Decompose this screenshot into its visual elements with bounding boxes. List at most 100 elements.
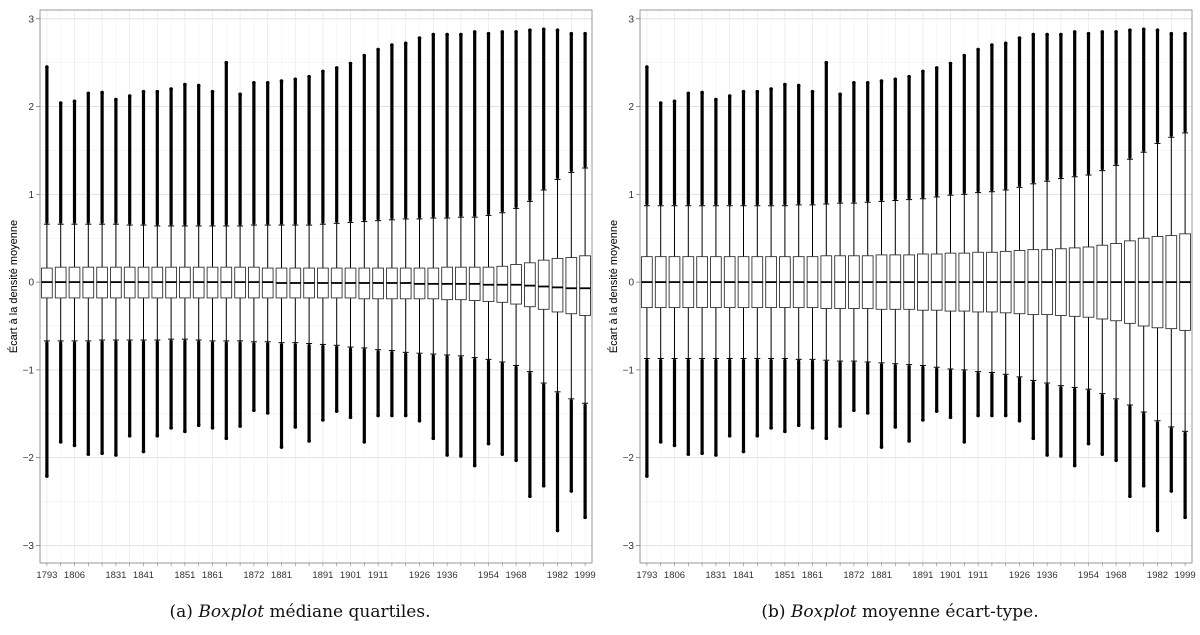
outlier-point-min [810,426,815,430]
box-5 [110,97,122,457]
outlier-point-min [72,443,77,448]
outlier-point-min [100,451,104,456]
outlier-point-min [528,494,532,499]
outlier-point-min [990,413,994,418]
box-19 [303,74,315,443]
x-tick-label: 1831 [105,570,126,581]
box-38 [565,31,578,493]
outlier-point-max [307,74,311,79]
box-12 [806,89,819,430]
box-31 [468,30,481,468]
x-tick-label: 1911 [368,570,388,581]
box-0 [41,65,53,478]
outlier-point-min [852,408,856,413]
outlier-point-max [1017,36,1022,40]
outlier-point-max [1100,30,1105,34]
outlier-point-max [417,36,422,40]
outlier-point-max [58,101,63,105]
x-tick-label: 1968 [1106,570,1127,581]
box-39 [1179,31,1191,520]
box-23 [358,53,371,444]
box-22 [944,61,957,420]
outlier-point-max [1155,28,1160,32]
box-29 [441,32,453,457]
outlier-point-min [252,408,256,413]
outlier-point-max [810,89,815,94]
outlier-point-min [893,425,898,429]
y-tick-label: −3 [623,541,635,552]
x-tick-label: 1806 [664,570,685,581]
x-tick-label: 1841 [733,570,754,581]
y-tick-label: 0 [628,278,634,289]
outlier-point-min [921,418,925,422]
outlier-point-max [783,82,787,87]
outlier-point-min [1086,441,1091,446]
outlier-point-max [893,77,898,82]
x-axis: 1793 1806 1831 1841 1851 1861 1872 1881 1891 1901… [636,563,1196,581]
outlier-point-max [72,99,77,104]
box-2 [68,99,81,448]
outlier-point-max [727,94,732,98]
outlier-point-max [769,87,773,91]
boxes [641,27,1191,533]
outlier-point-min [486,441,491,446]
outlier-point-max [672,99,677,104]
plot-background [40,10,592,563]
outlier-point-max [196,83,201,88]
outlier-point-min [45,474,49,478]
outlier-point-min [417,419,422,423]
outlier-point-max [100,90,104,95]
x-tick-label: 1901 [340,570,361,581]
outlier-point-max [362,53,367,58]
x-tick-label: 1954 [478,570,499,581]
y-axis-title: Écart à la densité moyenne [7,220,20,353]
x-tick-label: 1936 [437,570,458,581]
outlier-point-min [265,411,270,415]
outlier-point-min [169,426,173,430]
outlier-point-min [686,452,691,456]
y-tick-label: 0 [28,278,34,289]
outlier-point-max [1072,30,1077,34]
box-18 [889,77,902,429]
x-tick-label: 1881 [271,570,292,581]
outlier-point-max [1059,32,1063,37]
x-tick-label: 1911 [968,570,988,581]
x-tick-label: 1926 [409,570,430,581]
figure-caption-b: (b) Boxplot moyenne écart-type. [600,602,1200,622]
box-3 [682,91,695,456]
caption-label: (b) [761,602,786,622]
y-tick-label: −2 [623,453,635,464]
outlier-point-min [390,413,394,418]
box-iqr [579,255,591,316]
box-19 [903,74,915,443]
x-tick-label: 1926 [1009,570,1030,581]
caption-text: moyenne écart-type. [862,602,1039,622]
outlier-point-min [403,413,408,418]
box-29 [1041,32,1053,457]
box-35 [1124,28,1136,499]
x-tick-label: 1861 [202,570,223,581]
outlier-point-min [962,440,967,444]
outlier-point-max [1169,31,1174,36]
outlier-point-min [293,425,298,429]
box-33 [496,30,509,456]
box-27 [413,36,426,423]
caption-emphasis: Boxplot [790,602,857,622]
box-27 [1013,36,1026,423]
outlier-point-min [238,424,242,428]
box-24 [972,47,984,418]
outlier-point-max [403,41,408,46]
x-tick-label: 1861 [802,570,823,581]
outlier-point-max [1031,32,1036,37]
outlier-point-min [1072,463,1077,468]
box-30 [455,32,467,458]
box-21 [330,66,343,413]
outlier-point-max [252,81,256,85]
outlier-point-min [1045,453,1049,457]
outlier-point-min [155,433,160,438]
outlier-point-max [265,81,270,85]
outlier-point-max [500,30,505,34]
boxplot-chart-a: −3 −2 −1 0 1 2 3 Écart à la densité moyenne 1793… [7,9,596,581]
outlier-point-min [183,429,187,434]
outlier-point-min [1141,483,1146,488]
